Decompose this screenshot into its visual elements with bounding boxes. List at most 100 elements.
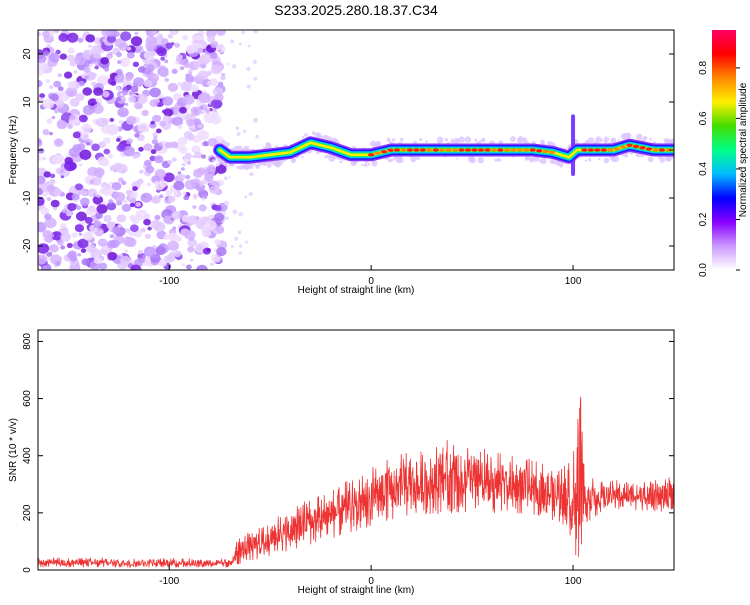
- trace-halo-blob: [367, 162, 371, 166]
- noise-blob: [120, 31, 132, 41]
- noise-blob: [97, 156, 108, 166]
- noise-blob: [59, 53, 67, 60]
- trace-hotspot: [652, 148, 659, 152]
- trace-halo-blob: [436, 136, 444, 144]
- noise-blob: [57, 86, 64, 92]
- noise-blob: [66, 242, 73, 249]
- noise-blob: [167, 33, 174, 39]
- noise-blob: [106, 34, 117, 43]
- noise-blob: [179, 106, 187, 114]
- trace-halo-blob: [644, 136, 648, 140]
- noise-blob: [40, 207, 50, 215]
- noise-blob: [190, 84, 200, 93]
- noise-blob: [60, 245, 66, 250]
- sparse-noise-blob: [235, 126, 240, 131]
- trace-hotspot: [432, 148, 439, 152]
- noise-blob: [107, 123, 120, 135]
- noise-blob: [117, 107, 129, 118]
- noise-blob: [143, 246, 156, 257]
- noise-blob: [137, 249, 144, 255]
- noise-blob: [198, 92, 211, 104]
- noise-blob: [197, 130, 209, 141]
- sparse-noise-blob: [218, 43, 224, 49]
- noise-blob: [210, 262, 214, 266]
- trace-hotspot: [393, 148, 401, 152]
- noise-blob: [197, 70, 209, 80]
- noise-blob: [38, 147, 45, 154]
- noise-blob: [44, 217, 57, 229]
- sparse-noise-blob: [255, 134, 260, 139]
- noise-blob: [144, 233, 151, 240]
- trace-halo-blob: [399, 137, 404, 142]
- snr-frame: [37, 329, 675, 571]
- noise-blob: [91, 81, 97, 87]
- noise-blob: [167, 240, 179, 251]
- colorbar: 0.0 0.2 0.4 0.6 0.8 Normalized spectral ampl…: [698, 30, 749, 277]
- noise-blob: [142, 73, 147, 77]
- spectrogram-x-label: Height of straight line (km): [298, 285, 415, 296]
- trace-halo-blob: [663, 138, 668, 142]
- noise-blob: [95, 97, 101, 103]
- sparse-noise-blob: [226, 62, 229, 66]
- sparse-noise-blob: [246, 66, 251, 72]
- noise-blob: [86, 243, 97, 253]
- noise-blob: [147, 226, 152, 231]
- noise-blob: [210, 40, 219, 49]
- noise-blob: [210, 52, 218, 59]
- noise-blob: [109, 181, 114, 185]
- noise-blob: [74, 183, 83, 191]
- x-tick-label: 100: [565, 276, 582, 287]
- noise-blob: [82, 87, 93, 96]
- noise-blob: [155, 246, 166, 256]
- noise-blob: [156, 33, 163, 39]
- noise-blob: [159, 120, 167, 127]
- noise-blob: [135, 201, 142, 207]
- noise-blob: [50, 173, 56, 179]
- noise-blob: [139, 169, 144, 174]
- noise-blob: [140, 227, 146, 233]
- trace-hotspot: [632, 144, 640, 149]
- noise-blob: [143, 143, 153, 152]
- trace-halo-blob: [377, 143, 380, 146]
- noise-blob: [69, 98, 80, 107]
- trace-halo-blob: [444, 138, 449, 142]
- sparse-noise-blob: [224, 200, 229, 206]
- noise-blob: [182, 34, 189, 40]
- trace-halo-blob: [494, 158, 498, 162]
- noise-blob: [197, 47, 204, 54]
- noise-blob: [151, 139, 159, 145]
- noise-blob: [95, 117, 107, 128]
- noise-blob: [113, 191, 126, 202]
- noise-blob: [97, 75, 109, 86]
- trace-halo-blob: [326, 136, 333, 142]
- noise-blob: [42, 98, 55, 109]
- noise-blob: [67, 251, 77, 260]
- trace-halo-blob: [635, 133, 643, 141]
- trace-halo-blob: [509, 136, 516, 143]
- noise-blob: [56, 120, 68, 130]
- noise-blob: [162, 96, 174, 106]
- noise-blob: [177, 136, 188, 146]
- noise-blob: [215, 164, 227, 175]
- noise-blob: [49, 132, 54, 136]
- noise-blob: [78, 163, 83, 167]
- trace-halo-blob: [425, 140, 428, 143]
- noise-blob: [44, 236, 53, 244]
- noise-blob: [154, 214, 161, 221]
- noise-blob: [106, 221, 116, 230]
- noise-blob: [67, 47, 75, 54]
- x-tick-label: 0: [368, 576, 374, 587]
- noise-blob: [181, 163, 186, 167]
- noise-blob: [153, 135, 158, 140]
- noise-blob: [81, 258, 90, 266]
- snr-y-axis: 0 200 400 600 800: [22, 333, 674, 573]
- noise-blob: [209, 185, 220, 194]
- noise-blob: [134, 31, 139, 36]
- noise-blob: [145, 165, 155, 174]
- noise-blob: [54, 99, 65, 109]
- trace-halo-blob: [304, 133, 308, 137]
- noise-blob: [134, 133, 140, 138]
- noise-blob: [46, 251, 53, 257]
- noise-blob: [217, 48, 222, 53]
